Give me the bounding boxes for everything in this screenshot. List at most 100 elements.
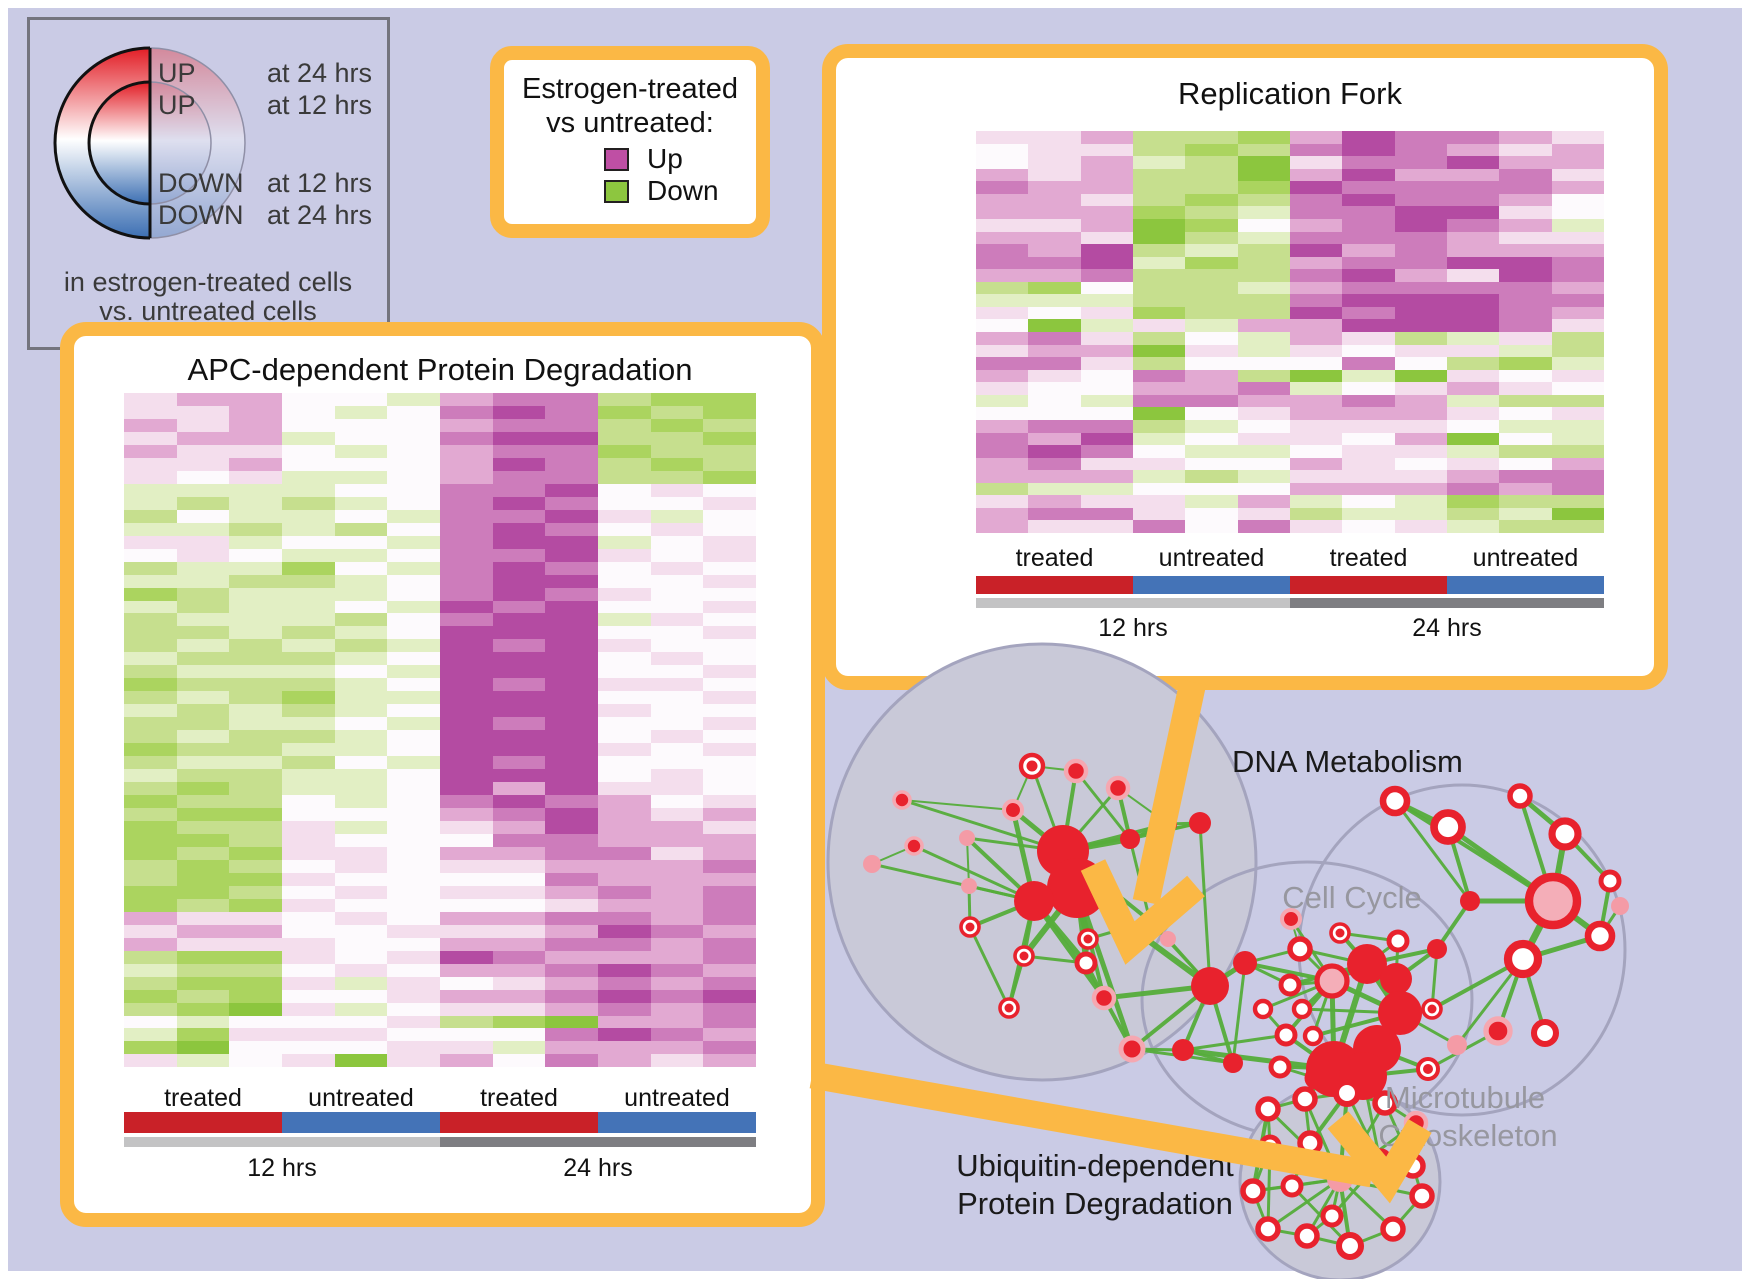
heatmap-cell bbox=[440, 496, 493, 510]
heatmap-cell bbox=[334, 704, 388, 718]
heatmap-cell bbox=[440, 483, 493, 497]
heatmap-cell bbox=[1499, 319, 1552, 332]
heatmap-cell bbox=[1289, 231, 1343, 245]
heatmap-cell bbox=[1551, 495, 1604, 508]
heatmap-cell bbox=[1185, 432, 1238, 446]
heatmap-cell bbox=[1080, 193, 1133, 207]
heatmap-cell bbox=[650, 535, 704, 549]
heatmap-cell bbox=[124, 846, 177, 860]
heatmap-cell bbox=[124, 872, 177, 886]
heatmap-cell bbox=[176, 613, 230, 627]
heatmap-cell bbox=[650, 769, 704, 783]
heatmap-cell bbox=[703, 704, 757, 718]
heatmap-cell bbox=[334, 937, 388, 951]
heatmap-cell bbox=[1289, 432, 1343, 446]
heatmap-cell bbox=[124, 717, 177, 731]
heatmap-cell bbox=[1237, 206, 1290, 219]
heatmap-cell bbox=[1551, 432, 1604, 446]
heatmap-cell bbox=[703, 717, 757, 731]
heatmap-cell bbox=[282, 405, 335, 419]
heatmap-cell bbox=[650, 561, 704, 575]
heatmap-cell bbox=[387, 548, 441, 562]
heatmap-cell bbox=[1185, 457, 1238, 471]
heatmap-cell bbox=[1394, 143, 1447, 157]
heatmap-cell bbox=[545, 730, 599, 744]
heatmap-cell bbox=[124, 1028, 177, 1042]
heatmap-cell bbox=[598, 820, 651, 834]
heatmap-cell bbox=[703, 393, 757, 406]
heatmap-cell bbox=[650, 457, 704, 471]
heatmap-cell bbox=[492, 509, 546, 523]
heatmap-row bbox=[976, 193, 1604, 207]
heatmap-cell bbox=[176, 393, 230, 406]
heatmap-cell bbox=[1132, 256, 1186, 270]
heatmap-cell bbox=[440, 704, 493, 718]
heatmap-cell bbox=[703, 911, 757, 925]
heatmap-cell bbox=[282, 743, 335, 757]
heatmap-cell bbox=[492, 963, 546, 977]
heatmap-cell bbox=[229, 989, 283, 1003]
heatmap-cell bbox=[387, 691, 441, 705]
heatmap-cell bbox=[1499, 281, 1552, 295]
heatmap-cell bbox=[282, 444, 335, 458]
estrogen-color-legend: Estrogen-treated vs untreated: Up Down bbox=[490, 46, 770, 238]
heatmap-cell bbox=[1185, 369, 1238, 383]
heatmap-cell bbox=[1132, 382, 1186, 395]
heatmap-cell bbox=[1551, 407, 1604, 420]
heatmap-cell bbox=[124, 782, 177, 796]
heatmap-cell bbox=[1080, 281, 1133, 295]
heatmap-cell bbox=[976, 319, 1029, 332]
apc-group3-label: treated bbox=[480, 1084, 558, 1112]
heatmap-cell bbox=[1342, 482, 1395, 496]
heatmap-cell bbox=[1185, 294, 1238, 307]
heatmap-cell bbox=[229, 652, 283, 666]
heatmap-cell bbox=[282, 872, 335, 886]
heatmap-cell bbox=[1028, 256, 1081, 270]
heatmap-row bbox=[124, 976, 757, 990]
heatmap-cell bbox=[650, 898, 704, 912]
heatmap-cell bbox=[176, 418, 230, 432]
heatmap-cell bbox=[703, 691, 757, 705]
heatmap-cell bbox=[703, 418, 757, 432]
heatmap-row bbox=[976, 206, 1604, 219]
heatmap-cell bbox=[1499, 231, 1552, 245]
heatmap-cell bbox=[976, 369, 1029, 383]
heatmap-cell bbox=[124, 1054, 177, 1068]
heatmap-cell bbox=[1132, 407, 1186, 420]
heatmap-cell bbox=[492, 457, 546, 471]
heatmap-cell bbox=[440, 872, 493, 886]
heatmap-cell bbox=[1028, 168, 1081, 182]
heatmap-cell bbox=[334, 600, 388, 614]
heatmap-row bbox=[124, 444, 757, 458]
heatmap-cell bbox=[124, 548, 177, 562]
heatmap-cell bbox=[334, 730, 388, 744]
heatmap-cell bbox=[387, 561, 441, 575]
heatmap-cell bbox=[282, 846, 335, 860]
heatmap-cell bbox=[1237, 131, 1290, 144]
heatmap-cell bbox=[703, 885, 757, 899]
heatmap-cell bbox=[124, 457, 177, 471]
heatmap-cell bbox=[124, 587, 177, 601]
heatmap-cell bbox=[440, 950, 493, 964]
heatmap-cell bbox=[545, 574, 599, 588]
heatmap-cell bbox=[334, 678, 388, 692]
heatmap-cell bbox=[1342, 143, 1395, 157]
heatmap-cell bbox=[1185, 143, 1238, 157]
heatmap-cell bbox=[598, 898, 651, 912]
heatmap-cell bbox=[176, 678, 230, 692]
heatmap-cell bbox=[1499, 206, 1552, 219]
heatmap-cell bbox=[387, 522, 441, 536]
heatmap-cell bbox=[124, 924, 177, 938]
heatmap-cell bbox=[282, 665, 335, 679]
heatmap-cell bbox=[650, 678, 704, 692]
heatmap-cell bbox=[976, 156, 1029, 169]
heatmap-cell bbox=[1499, 507, 1552, 521]
heatmap-cell bbox=[1394, 281, 1447, 295]
at-24hrs-bottom-label: at 24 hrs bbox=[267, 200, 372, 230]
heatmap-cell bbox=[598, 457, 651, 471]
heatmap-cell bbox=[229, 704, 283, 718]
heatmap-cell bbox=[334, 405, 388, 419]
heatmap-cell bbox=[334, 509, 388, 523]
heatmap-cell bbox=[334, 963, 388, 977]
heatmap-cell bbox=[1185, 206, 1238, 219]
